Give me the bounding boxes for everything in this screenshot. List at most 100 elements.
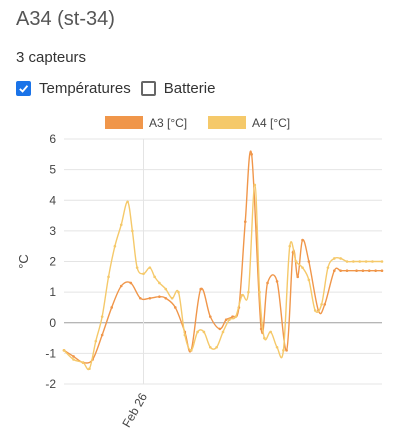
data-point	[224, 318, 228, 321]
data-point	[285, 349, 288, 352]
data-point	[189, 349, 193, 352]
y-axis-label: °C	[16, 254, 31, 269]
data-point	[307, 278, 311, 282]
data-point	[240, 293, 244, 297]
legend-label: A3 [°C]	[149, 116, 187, 130]
data-point	[367, 269, 371, 272]
check-icon	[19, 85, 29, 93]
y-tick-label: 2	[49, 255, 56, 269]
data-point	[333, 257, 336, 260]
data-point	[131, 229, 134, 233]
data-point	[275, 280, 279, 283]
data-point	[294, 260, 298, 263]
data-point	[326, 266, 330, 269]
data-point	[62, 349, 66, 352]
chart-legend: A3 [°C] A4 [°C]	[105, 116, 290, 130]
data-point	[352, 260, 355, 263]
y-tick-label: 3	[49, 224, 56, 238]
data-point	[129, 281, 133, 285]
data-point	[364, 260, 368, 263]
data-point	[158, 281, 161, 285]
x-axis-ticks: Feb 26	[119, 139, 150, 430]
data-point	[164, 287, 168, 291]
temperatures-checkbox[interactable]: Températures	[16, 80, 131, 97]
battery-checkbox[interactable]: Batterie	[140, 80, 216, 97]
data-point	[196, 330, 199, 334]
data-point	[243, 220, 247, 223]
temperatures-label: Températures	[39, 80, 131, 97]
data-point	[164, 296, 168, 300]
data-point	[208, 315, 212, 318]
legend-label: A4 [°C]	[252, 116, 290, 130]
data-point	[202, 330, 206, 334]
data-point	[100, 315, 104, 318]
data-point	[142, 272, 145, 276]
data-point	[221, 330, 225, 334]
data-point	[258, 290, 261, 294]
data-point	[253, 183, 257, 187]
data-point	[228, 318, 231, 321]
data-point	[339, 257, 342, 260]
data-point	[301, 238, 304, 242]
data-point	[231, 315, 234, 318]
y-tick-label: 0	[49, 316, 56, 330]
series-filter: Températures Batterie	[16, 80, 225, 97]
temperature-chart: A3 [°C] A4 [°C] -2 -1 0 1 2 3 4 5 6 Feb 26 °C	[16, 116, 384, 430]
data-point	[199, 287, 203, 291]
data-point	[119, 284, 123, 288]
data-point	[339, 269, 342, 272]
data-point	[323, 303, 327, 306]
data-point	[358, 260, 362, 263]
battery-checkbox-box[interactable]	[140, 81, 156, 96]
y-tick-label: -2	[45, 377, 56, 391]
data-point	[174, 306, 177, 309]
page-title: A34 (st-34)	[16, 8, 115, 30]
data-point	[275, 345, 279, 349]
data-point	[320, 303, 323, 306]
data-point	[380, 260, 384, 263]
x-tick-label: Feb 26	[119, 390, 150, 430]
data-point	[282, 349, 285, 352]
data-point	[371, 260, 374, 263]
data-point	[139, 296, 142, 300]
data-point	[333, 269, 336, 272]
data-point	[94, 339, 98, 343]
sensor-count: 3 capteurs	[16, 49, 87, 66]
y-tick-label: 1	[49, 285, 56, 299]
y-tick-label: 6	[49, 132, 56, 146]
data-point	[148, 266, 152, 269]
data-point	[345, 260, 349, 263]
data-point	[250, 153, 253, 156]
y-tick-label: -1	[45, 346, 56, 360]
data-point	[177, 290, 180, 294]
data-point	[263, 336, 266, 340]
data-point	[266, 281, 269, 285]
data-point	[170, 296, 174, 300]
temperatures-checkbox-box[interactable]	[16, 81, 31, 96]
data-point	[153, 275, 156, 279]
data-point	[107, 275, 110, 279]
data-point	[215, 345, 218, 349]
data-point	[183, 333, 187, 337]
data-point	[259, 327, 263, 331]
y-tick-label: 4	[49, 193, 56, 207]
data-point	[374, 269, 377, 272]
data-point	[135, 266, 139, 269]
data-point	[208, 345, 212, 349]
data-point	[307, 260, 311, 263]
data-point	[269, 330, 273, 334]
data-point	[355, 269, 358, 272]
data-point	[313, 309, 317, 312]
data-point	[158, 295, 161, 299]
y-axis-ticks: -2 -1 0 1 2 3 4 5 6	[45, 132, 56, 391]
data-point	[234, 315, 238, 318]
data-point	[148, 296, 152, 300]
legend-swatch	[208, 116, 246, 129]
data-point	[126, 200, 129, 204]
chart-grid	[64, 138, 382, 385]
data-point	[218, 327, 222, 331]
data-point	[100, 333, 104, 337]
data-point	[110, 306, 113, 309]
battery-label: Batterie	[163, 80, 216, 97]
data-point	[301, 266, 304, 269]
